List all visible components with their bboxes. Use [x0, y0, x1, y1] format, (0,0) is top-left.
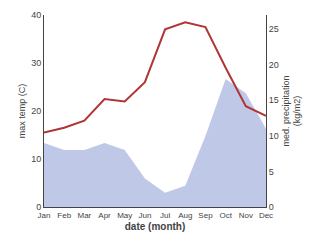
svg-text:Aug: Aug	[178, 211, 192, 220]
svg-text:25: 25	[269, 24, 279, 34]
svg-text:max temp (C): max temp (C)	[17, 84, 27, 139]
svg-text:15: 15	[269, 95, 279, 105]
svg-text:0: 0	[36, 202, 41, 212]
svg-text:40: 40	[31, 10, 41, 20]
svg-text:10: 10	[31, 154, 41, 164]
svg-text:Sep: Sep	[198, 211, 213, 220]
svg-text:Feb: Feb	[57, 211, 71, 220]
svg-text:May: May	[117, 211, 132, 220]
svg-text:Jan: Jan	[38, 211, 51, 220]
svg-text:Dec: Dec	[259, 211, 273, 220]
svg-text:Jul: Jul	[160, 211, 170, 220]
svg-text:Apr: Apr	[98, 211, 111, 220]
svg-text:5: 5	[269, 167, 274, 177]
svg-text:Nov: Nov	[239, 211, 253, 220]
svg-text:10: 10	[269, 131, 279, 141]
svg-text:Jun: Jun	[138, 211, 151, 220]
svg-text:med. precipitation(kg/m2): med. precipitation(kg/m2)	[281, 75, 303, 146]
svg-text:20: 20	[269, 60, 279, 70]
svg-text:Oct: Oct	[219, 211, 232, 220]
svg-text:Mar: Mar	[77, 211, 91, 220]
svg-text:30: 30	[31, 58, 41, 68]
svg-text:date (month): date (month)	[125, 221, 186, 232]
svg-text:0: 0	[269, 202, 274, 212]
svg-text:20: 20	[31, 106, 41, 116]
